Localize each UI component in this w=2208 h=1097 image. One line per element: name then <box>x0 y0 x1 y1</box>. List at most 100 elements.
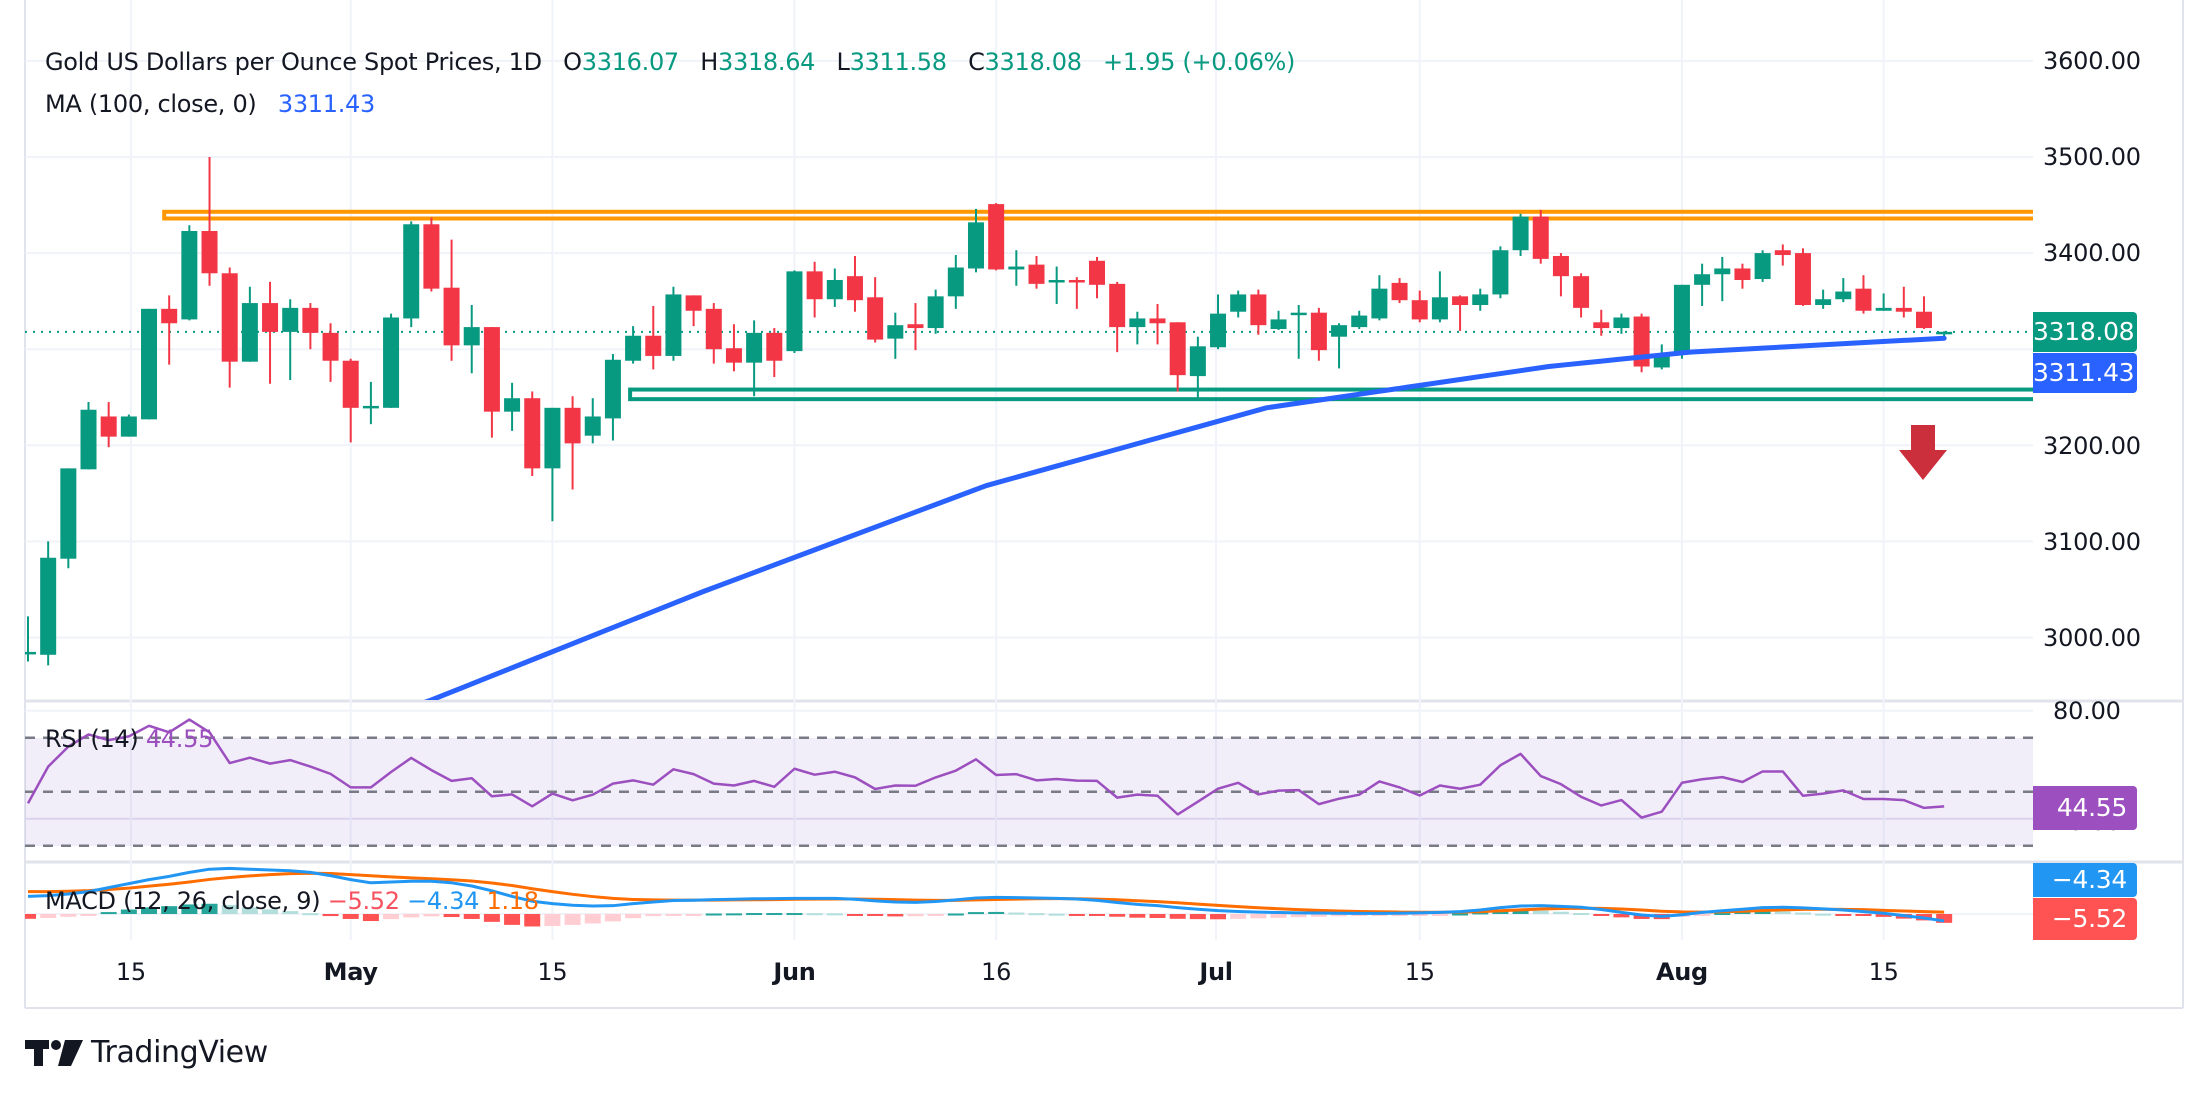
candle-down <box>161 295 178 365</box>
time-tick-label: 15 <box>1404 958 1435 986</box>
macd-histogram-bar <box>80 914 97 916</box>
candle-up <box>604 354 621 441</box>
macd-histogram-bar <box>443 914 460 918</box>
candle-up <box>1754 250 1771 282</box>
candle-body <box>1573 276 1590 308</box>
macd-line-value: −4.34 <box>407 887 480 915</box>
candle-down <box>1915 296 1932 330</box>
tradingview-branding[interactable]: TradingView <box>25 1035 268 1070</box>
rsi-tick: 80.00 <box>2053 697 2121 725</box>
low-label: L <box>836 48 850 76</box>
candle-down <box>907 303 924 351</box>
candle-body <box>1532 216 1549 259</box>
chart-frame <box>24 0 2184 1009</box>
candle-body <box>584 416 601 436</box>
candle-body <box>1875 307 1892 311</box>
candle-body <box>1734 268 1751 281</box>
macd-histogram-bar <box>1331 914 1348 917</box>
macd-label[interactable]: MACD (12, 26, close, 9) <box>45 887 321 915</box>
macd-signal-line[interactable] <box>28 871 1945 914</box>
macd-histogram-bar <box>1875 914 1892 917</box>
candle-up <box>1008 250 1025 286</box>
candle-body <box>867 297 884 340</box>
candle-body <box>1371 288 1388 319</box>
time-tick-label: Aug <box>1655 958 1708 986</box>
time-tick-label: 16 <box>981 958 1012 986</box>
candle-up <box>947 255 964 309</box>
resistance-zone[interactable] <box>162 209 2043 221</box>
macd-histogram-bar <box>483 914 500 922</box>
symbol-title[interactable]: Gold US Dollars per Ounce Spot Prices, 1… <box>45 48 542 76</box>
candle-body <box>1694 274 1711 285</box>
candle-down <box>302 303 319 350</box>
candle-body <box>1593 322 1610 329</box>
candle-up <box>1331 323 1348 369</box>
macd-histogram-bar <box>322 914 339 917</box>
candle-up <box>1048 266 1065 305</box>
macd-histogram-bar <box>705 913 722 916</box>
candle-body <box>483 327 500 412</box>
candle-body <box>1028 264 1045 284</box>
macd-histogram-bar <box>887 914 904 917</box>
price-tick: 3000.00 <box>2043 624 2141 652</box>
macd-histogram-bar <box>1109 914 1126 917</box>
macd-line[interactable] <box>27 866 1945 923</box>
candle-body <box>604 359 621 419</box>
candle-down <box>564 396 581 490</box>
price-tick: 3200.00 <box>2043 432 2141 460</box>
time-tick-label: 15 <box>115 958 146 986</box>
candle-up <box>1512 213 1529 256</box>
candle-body <box>524 398 541 469</box>
candle-body <box>1189 346 1206 377</box>
candle-body <box>25 651 36 655</box>
candle-down <box>1310 307 1327 361</box>
symbol-legend: Gold US Dollars per Ounce Spot Prices, 1… <box>45 48 1295 76</box>
candle-down <box>1028 255 1045 289</box>
candle-up <box>403 221 420 328</box>
macd-histogram-bar <box>826 913 843 916</box>
rsi-label[interactable]: RSI (14) <box>45 725 139 753</box>
macd-histogram-bar <box>1694 914 1711 916</box>
macd-histogram-bar <box>564 914 581 925</box>
macd-histogram-bar <box>60 914 77 917</box>
candle-body <box>1109 283 1126 328</box>
candle-body <box>120 416 137 437</box>
candle-body <box>685 295 702 311</box>
macd-histogram-bar <box>342 914 359 919</box>
candle-up <box>1875 293 1892 311</box>
candle-body <box>161 308 178 324</box>
candle-down <box>725 324 742 372</box>
macd-histogram-bar <box>463 914 480 919</box>
candle-body <box>80 409 97 470</box>
macd-histogram-bar <box>1774 911 1791 914</box>
candle-up <box>1290 304 1307 359</box>
candle-up <box>1210 294 1227 350</box>
macd-signal-value: 1.18 <box>486 887 540 915</box>
ma100-line[interactable] <box>310 335 1947 743</box>
macd-histogram-bar <box>1008 912 1025 915</box>
candle-down <box>443 239 460 361</box>
candle-body <box>1774 250 1791 256</box>
macd-histogram-bar <box>1411 914 1428 916</box>
candle-body <box>100 416 117 437</box>
time-tick-label: 15 <box>537 958 568 986</box>
candle-body <box>1210 313 1227 348</box>
ma-label[interactable]: MA (100, close, 0) <box>45 90 257 118</box>
price-tick: 3500.00 <box>2043 143 2141 171</box>
candle-body <box>201 230 218 274</box>
candle-body <box>887 325 904 339</box>
macd-histogram-bar <box>625 914 642 919</box>
tradingview-name: TradingView <box>91 1035 268 1070</box>
macd-histogram-bar <box>1028 913 1045 916</box>
macd-histogram-bar <box>746 913 763 916</box>
macd-histogram <box>25 903 1953 927</box>
candle-down <box>1411 290 1428 323</box>
price-tick: 3100.00 <box>2043 528 2141 556</box>
candle-body <box>564 407 581 444</box>
candle-body <box>463 327 480 346</box>
rsi-line[interactable] <box>26 718 1945 819</box>
macd-histogram-bar <box>1310 914 1327 917</box>
candle-body <box>1089 260 1106 285</box>
candle-body <box>342 360 359 408</box>
